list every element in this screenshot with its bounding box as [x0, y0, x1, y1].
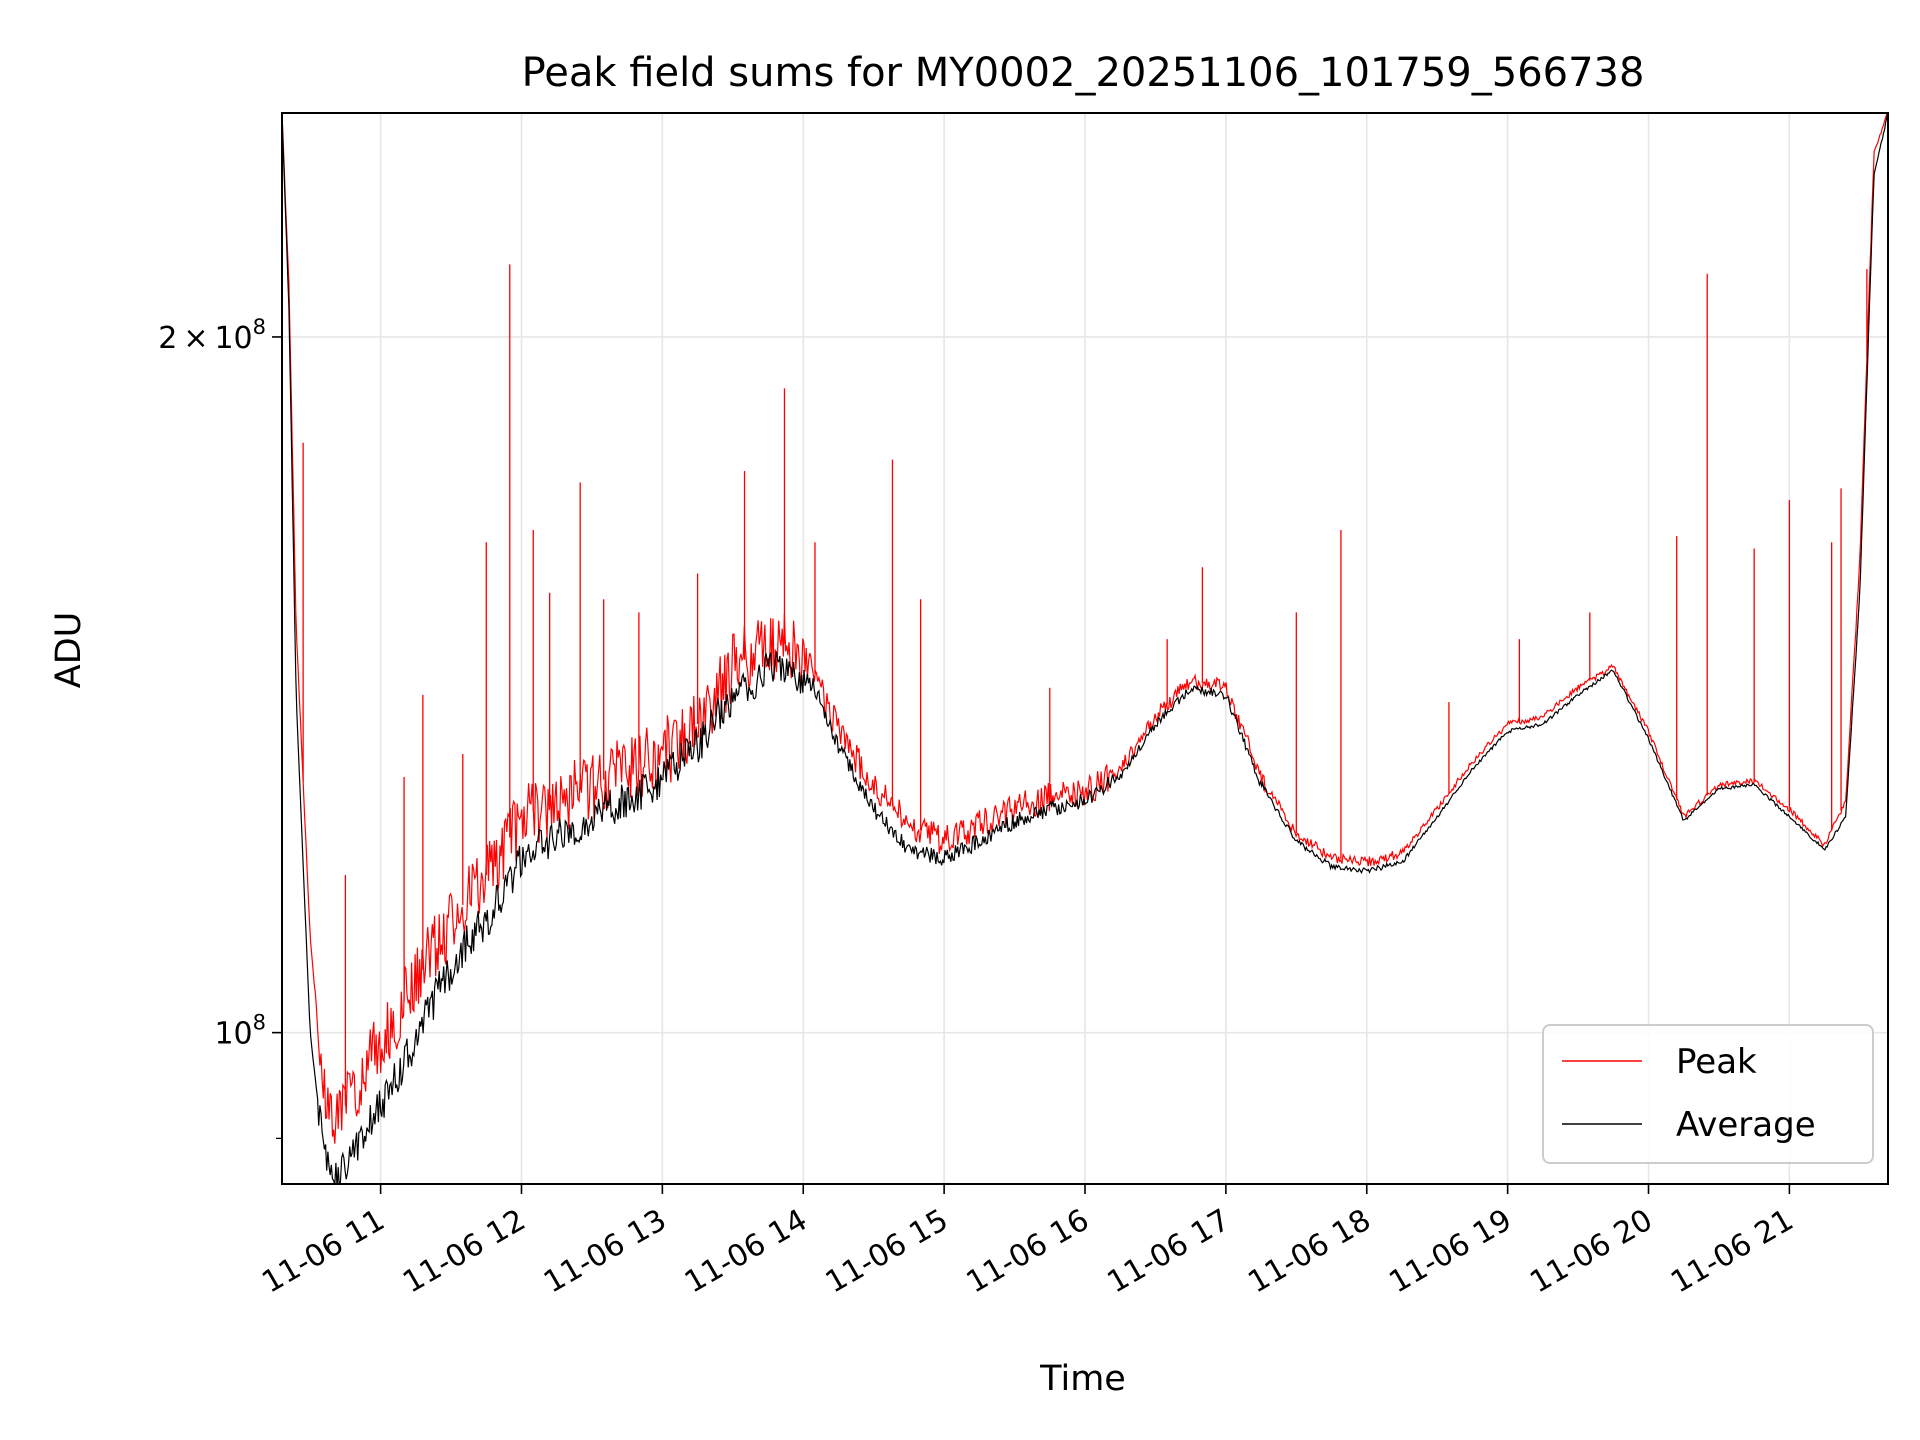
- x-axis-label: Time: [1039, 1359, 1126, 1399]
- legend: Peak Average: [1542, 1024, 1874, 1164]
- y-tick-exponent: 8: [253, 315, 266, 339]
- y-axis-label: ADU: [49, 612, 89, 689]
- legend-average-label: Average: [1676, 1105, 1816, 1145]
- chart-title: Peak field sums for MY0002_20251106_1017…: [522, 50, 1645, 96]
- y-tick-label: 2 × 108: [158, 315, 266, 356]
- plot-data: [282, 113, 1888, 1184]
- legend-peak-label: Peak: [1676, 1042, 1757, 1082]
- average-series-line: [282, 113, 1888, 1184]
- legend-box: [1542, 1024, 1874, 1164]
- peak-series-line: [282, 113, 1888, 1144]
- y-tick-exponent: 8: [253, 1011, 266, 1035]
